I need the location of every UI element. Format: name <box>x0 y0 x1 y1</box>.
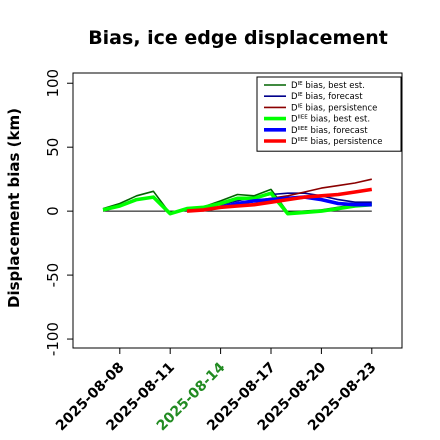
series-layer <box>102 178 373 216</box>
legend-label: DIE bias, forecast <box>291 92 363 102</box>
x-axis: 2025-08-082025-08-112025-08-142025-08-17… <box>53 348 380 434</box>
legend-label: DIIEE bias, persistence <box>291 137 382 147</box>
legend-label: DIE bias, best est. <box>291 81 365 91</box>
legend-label: DIE bias, persistence <box>291 103 377 113</box>
series-line-5 <box>186 187 373 213</box>
legend-label: DIIEE bias, forecast <box>291 126 368 136</box>
y-tick-label: -50 <box>44 263 62 288</box>
chart-title: Bias, ice edge displacement <box>88 27 388 49</box>
legend-label: DIIEE bias, best est. <box>291 115 370 125</box>
series-line-3 <box>102 191 372 216</box>
y-axis: -100 -50 0 50 100 <box>44 69 73 356</box>
legend: DIE bias, best est.DIE bias, forecastDIE… <box>256 76 402 152</box>
y-tick-label: 0 <box>44 206 62 216</box>
y-tick-label: 100 <box>44 69 62 98</box>
y-tick-label: 50 <box>44 138 62 157</box>
plot-frame <box>72 72 403 349</box>
y-tick-label: -100 <box>44 322 62 356</box>
legend-box <box>256 76 402 152</box>
y-axis-label: Displacement bias (km) <box>5 108 23 308</box>
